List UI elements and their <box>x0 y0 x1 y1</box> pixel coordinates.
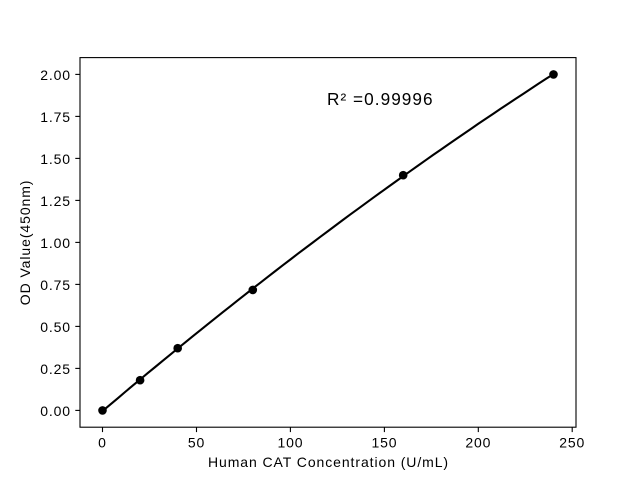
svg-text:0.25: 0.25 <box>40 361 71 377</box>
svg-text:R² =0.99996: R² =0.99996 <box>327 89 434 109</box>
svg-text:200: 200 <box>465 435 491 451</box>
svg-text:1.25: 1.25 <box>40 193 71 209</box>
svg-text:150: 150 <box>371 435 397 451</box>
svg-text:100: 100 <box>277 435 303 451</box>
svg-text:250: 250 <box>559 435 585 451</box>
svg-text:OD Value(450nm): OD Value(450nm) <box>17 180 33 306</box>
svg-text:Human CAT Concentration (U/mL): Human CAT Concentration (U/mL) <box>208 454 449 470</box>
svg-text:0.00: 0.00 <box>40 403 71 419</box>
svg-text:0.50: 0.50 <box>40 319 71 335</box>
svg-text:1.00: 1.00 <box>40 235 71 251</box>
svg-text:1.75: 1.75 <box>40 109 71 125</box>
svg-text:0: 0 <box>98 435 107 451</box>
svg-text:50: 50 <box>188 435 205 451</box>
svg-text:0.75: 0.75 <box>40 277 71 293</box>
svg-text:1.50: 1.50 <box>40 151 71 167</box>
svg-text:2.00: 2.00 <box>40 67 71 83</box>
